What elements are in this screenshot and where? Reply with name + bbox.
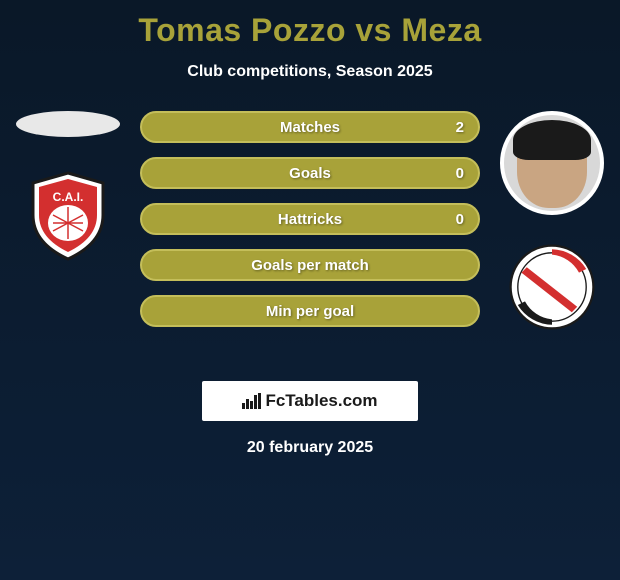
stat-label: Goals per match	[251, 257, 369, 274]
comparison-title: Tomas Pozzo vs Meza	[0, 0, 620, 49]
comparison-content: C.A.I.	[0, 111, 620, 361]
club-left-logo: C.A.I.	[18, 165, 118, 265]
player-right-photo	[500, 111, 604, 215]
player-left-column: C.A.I.	[8, 111, 128, 265]
stat-label: Min per goal	[266, 303, 354, 320]
stat-right-value: 2	[456, 119, 464, 136]
river-plate-shield-icon	[507, 242, 597, 332]
stat-row-matches: Matches 2	[140, 111, 480, 143]
player-right-column	[492, 111, 612, 337]
snapshot-date: 20 february 2025	[0, 439, 620, 457]
season-subtitle: Club competitions, Season 2025	[0, 63, 620, 81]
stat-label: Matches	[280, 119, 340, 136]
stat-right-value: 0	[456, 211, 464, 228]
stat-label: Hattricks	[278, 211, 342, 228]
svg-text:C.A.I.: C.A.I.	[53, 190, 84, 204]
stat-right-value: 0	[456, 165, 464, 182]
branding-text: FcTables.com	[265, 391, 377, 411]
stats-list: Matches 2 Goals 0 Hattricks 0 Goals per …	[140, 111, 480, 327]
bar-chart-icon	[242, 393, 261, 409]
independiente-shield-icon: C.A.I.	[18, 165, 118, 265]
club-right-logo	[502, 237, 602, 337]
player-left-photo	[16, 111, 120, 137]
stat-row-min-per-goal: Min per goal	[140, 295, 480, 327]
stat-label: Goals	[289, 165, 331, 182]
stat-row-hattricks: Hattricks 0	[140, 203, 480, 235]
stat-row-goals: Goals 0	[140, 157, 480, 189]
stat-row-goals-per-match: Goals per match	[140, 249, 480, 281]
branding-badge: FcTables.com	[202, 381, 418, 421]
